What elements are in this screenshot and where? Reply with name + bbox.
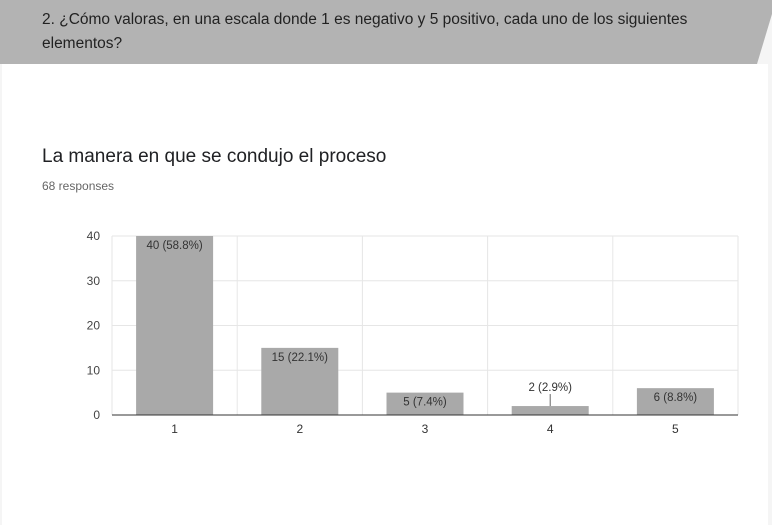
bar [511,406,589,415]
question-text: 2. ¿Cómo valoras, en una escala donde 1 … [42,11,688,52]
bar [261,347,339,415]
chart-title: La manera en que se condujo el proceso [42,146,387,167]
question-header: 2. ¿Cómo valoras, en una escala donde 1 … [0,0,772,64]
data-label: 2 (2.9%) [528,382,572,394]
data-label: 6 (8.8%) [654,392,698,404]
chart-card [2,64,768,525]
bar [636,388,714,415]
y-tick-label: 0 [93,408,100,422]
bar [136,236,214,415]
y-tick-label: 10 [87,363,101,377]
x-tick-label: 5 [672,422,679,436]
data-label: 15 (22.1%) [272,352,328,364]
y-tick-label: 30 [87,274,101,288]
y-tick-label: 40 [87,229,101,243]
data-label: 40 (58.8%) [146,240,202,252]
question-header-background [0,0,772,64]
bar [386,392,464,415]
data-label: 5 (7.4%) [403,397,447,409]
x-tick-label: 4 [547,422,554,436]
x-tick-label: 1 [171,422,178,436]
x-tick-label: 2 [296,422,303,436]
responses-count: 68 responses [42,179,115,193]
y-tick-label: 20 [87,319,101,333]
x-tick-label: 3 [422,422,429,436]
